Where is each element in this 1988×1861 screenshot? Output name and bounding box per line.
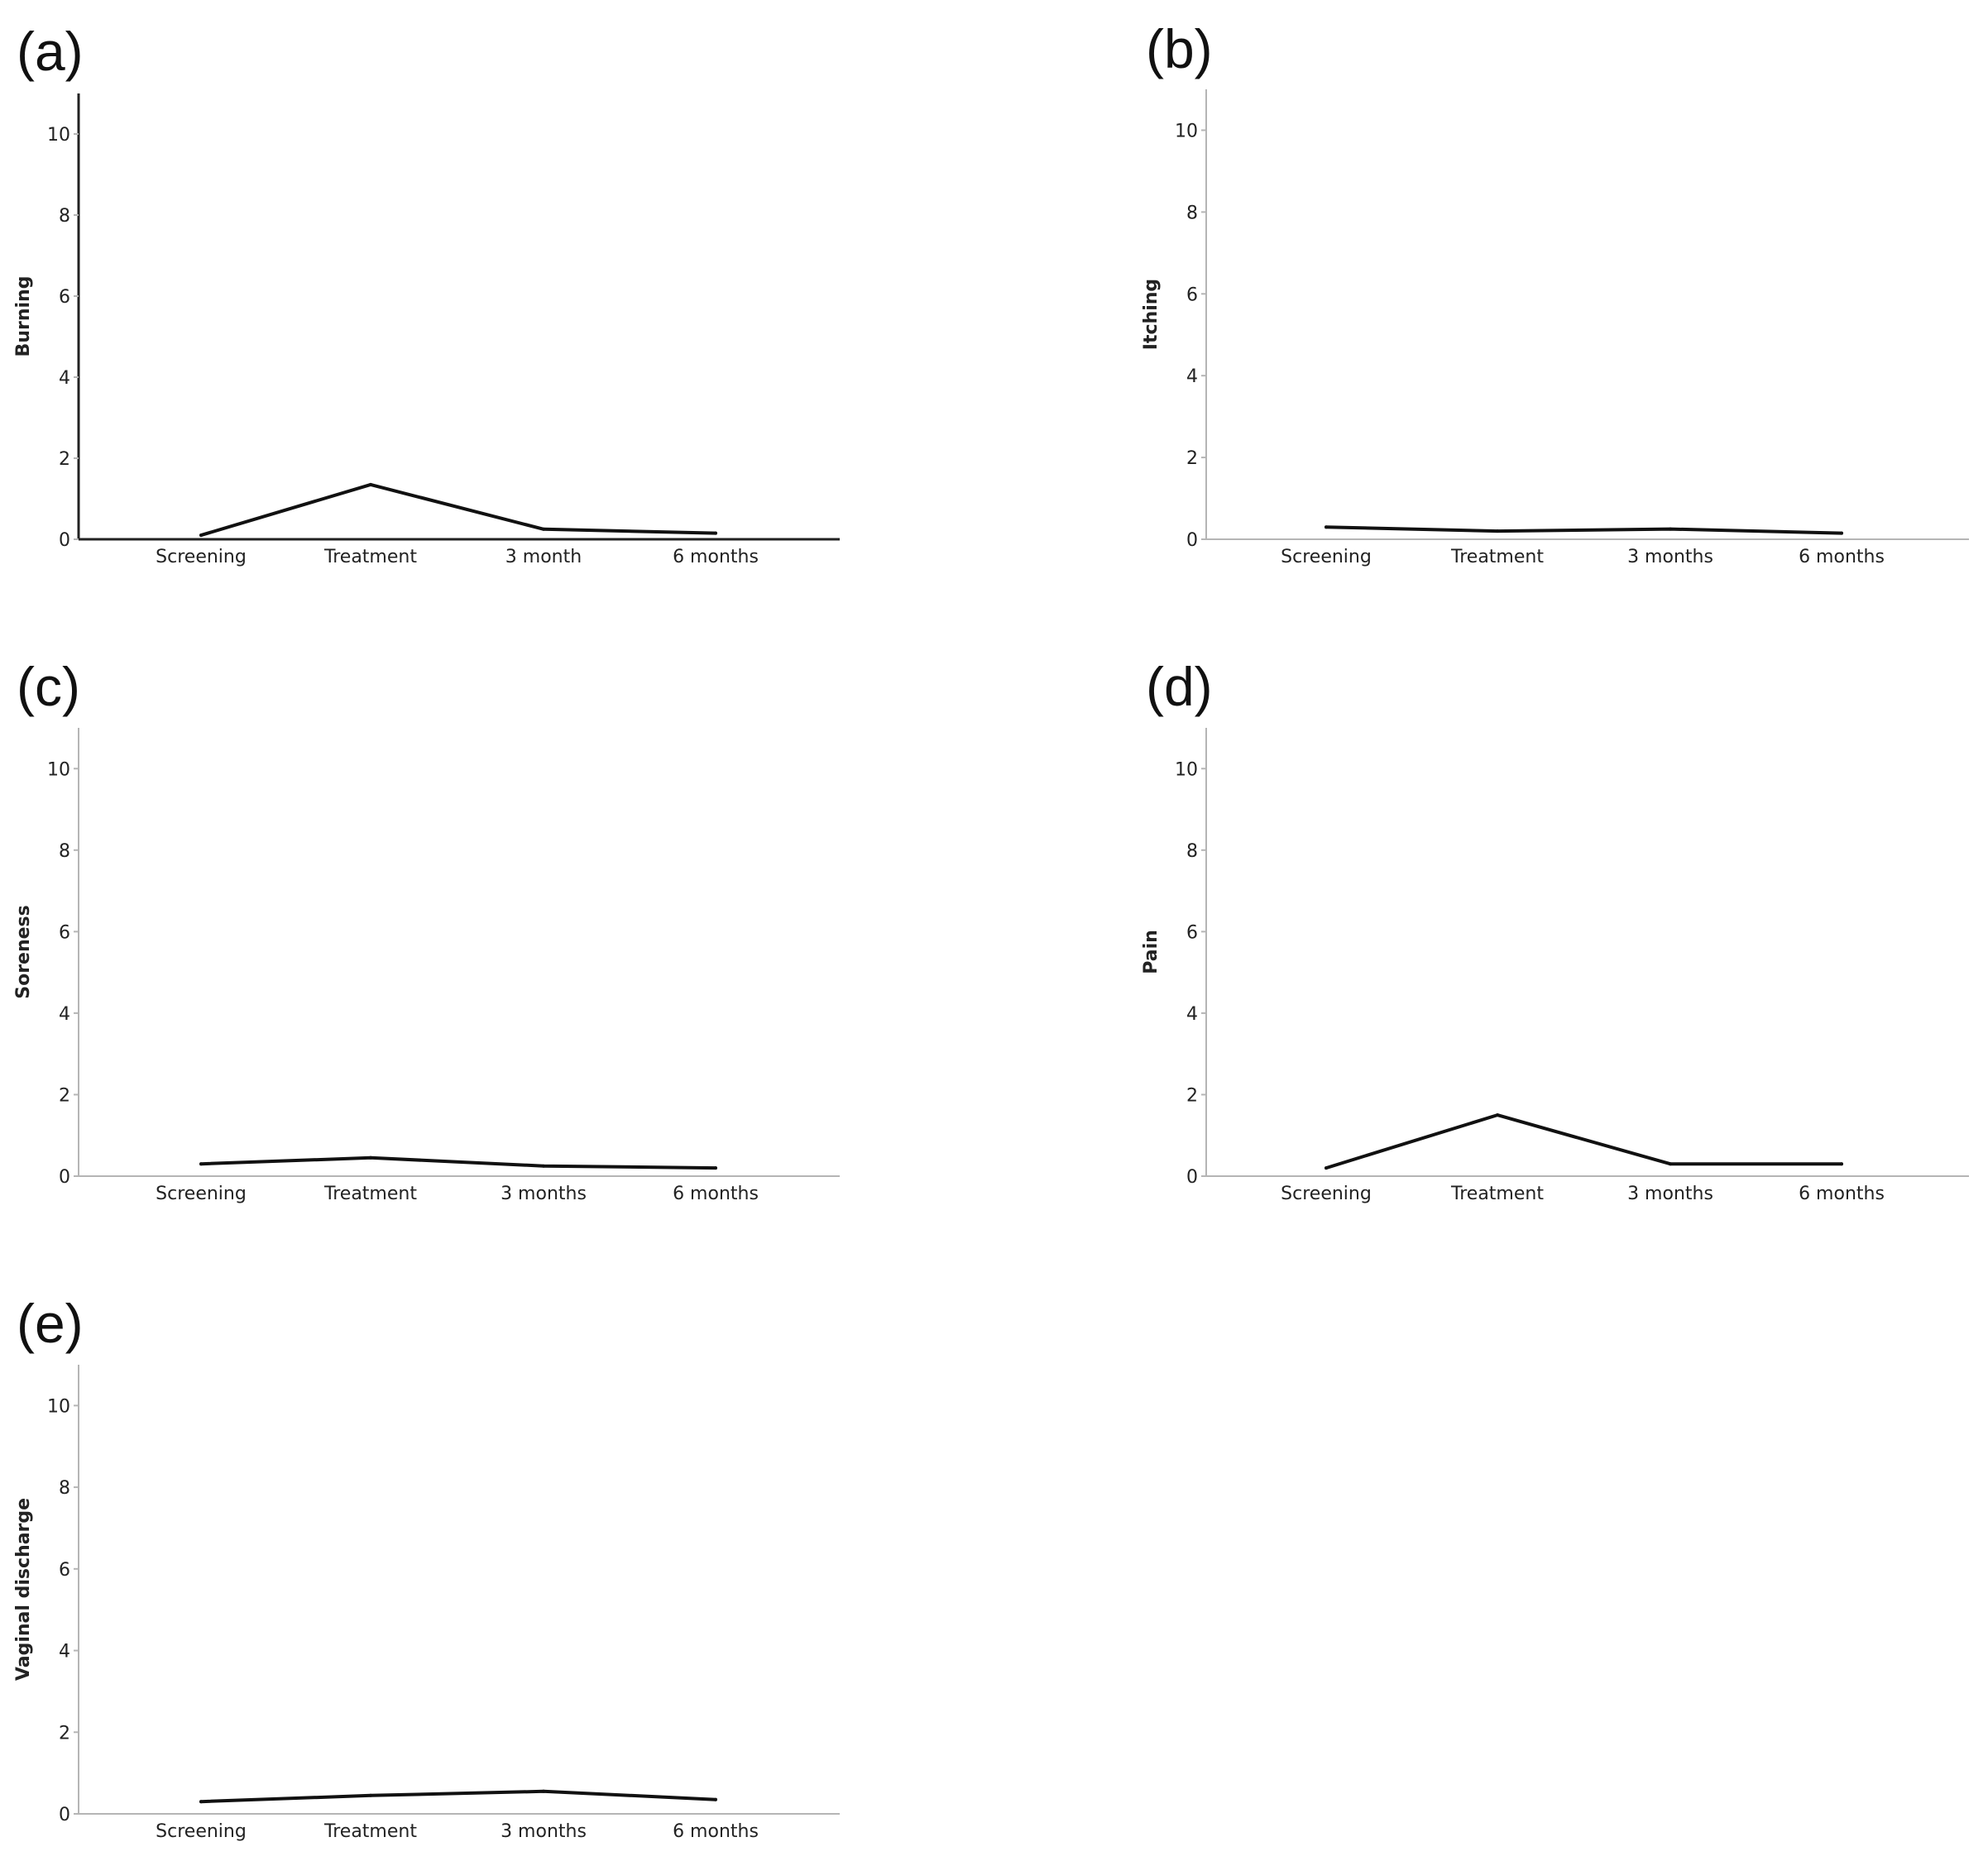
y-tick-label: 10 <box>47 1396 70 1417</box>
x-tick-label: 6 months <box>673 1184 759 1204</box>
x-tick-label: Screening <box>1281 547 1372 567</box>
x-tick-label: Screening <box>156 1821 247 1842</box>
x-tick-label: Screening <box>156 547 247 567</box>
y-tick-label: 4 <box>59 1642 70 1662</box>
x-tick-label: 3 months <box>1627 1184 1713 1204</box>
y-tick-label: 2 <box>59 449 70 470</box>
panel-label: (a) <box>17 21 84 82</box>
data-point <box>542 527 545 531</box>
y-tick-label: 6 <box>59 1560 70 1581</box>
y-tick-label: 8 <box>59 206 70 227</box>
y-tick-label: 10 <box>47 759 70 780</box>
data-point <box>1496 529 1499 533</box>
x-tick-label: 6 months <box>1799 547 1885 567</box>
y-tick-label: 6 <box>59 922 70 943</box>
y-tick-label: 0 <box>59 1805 70 1825</box>
data-point <box>1325 525 1328 529</box>
y-tick-label: 8 <box>59 841 70 862</box>
y-tick-label: 6 <box>1186 922 1198 943</box>
y-tick-label: 8 <box>59 1478 70 1499</box>
y-tick-label: 10 <box>1175 121 1198 141</box>
x-tick-label: 6 months <box>673 547 759 567</box>
y-tick-label: 6 <box>1186 285 1198 305</box>
data-point <box>199 1800 203 1804</box>
data-point <box>714 531 717 535</box>
y-tick-label: 2 <box>59 1085 70 1106</box>
series-line <box>199 1155 717 1170</box>
y-tick-label: 10 <box>1175 759 1198 780</box>
y-axis-title: Pain <box>1141 930 1162 974</box>
data-point <box>714 1797 717 1801</box>
x-tick-label: Treatment <box>323 1821 417 1842</box>
data-point <box>1840 531 1843 535</box>
x-tick-label: Screening <box>156 1184 247 1204</box>
y-axis-title: Itching <box>1141 279 1162 350</box>
data-point <box>199 533 203 538</box>
chart-panel-5: (e) 0 2 4 6 8 10 Vaginal discharge Screening Trea… <box>13 1293 840 1842</box>
y-tick-label: 8 <box>1186 203 1198 223</box>
x-tick-label: 3 months <box>501 1821 587 1842</box>
panel-label: (b) <box>1146 18 1213 79</box>
y-tick-label: 0 <box>1186 530 1198 551</box>
y-tick-label: 6 <box>59 287 70 308</box>
chart-panel-4: (d) 0 2 4 6 8 10 Pain Screening Treatment 3 months… <box>1141 656 1969 1204</box>
x-tick-label: 6 months <box>673 1821 759 1842</box>
y-tick-label: 4 <box>1186 366 1198 387</box>
y-tick-label: 8 <box>1186 841 1198 862</box>
data-point <box>1669 527 1672 531</box>
panel-label: (c) <box>17 656 80 717</box>
data-point <box>199 1162 203 1166</box>
y-tick-label: 0 <box>1186 1167 1198 1188</box>
x-tick-label: 6 months <box>1799 1184 1885 1204</box>
y-axis-title: Soreness <box>13 905 34 999</box>
x-tick-label: 3 months <box>501 1184 587 1204</box>
x-tick-label: 3 months <box>1627 547 1713 567</box>
y-tick-label: 2 <box>59 1723 70 1744</box>
x-tick-label: Treatment <box>1450 547 1544 567</box>
data-point <box>369 1793 372 1797</box>
chart-panel-2: (b) 0 2 4 6 8 10 Itching Screening Treatment 3 mon… <box>1141 18 1969 567</box>
x-tick-label: Treatment <box>1450 1184 1544 1204</box>
x-tick-label: Treatment <box>323 547 417 567</box>
data-point <box>714 1166 717 1170</box>
y-tick-label: 4 <box>59 368 70 389</box>
data-point <box>369 482 372 486</box>
data-point <box>1496 1113 1499 1117</box>
data-point <box>1840 1162 1843 1166</box>
chart-panel-3: (c) 0 2 4 6 8 10 Soreness Screening Treatment 3 mo… <box>13 656 840 1204</box>
x-tick-label: Screening <box>1281 1184 1372 1204</box>
series-line <box>1325 525 1843 535</box>
panel-label: (e) <box>17 1293 84 1354</box>
x-tick-label: Treatment <box>323 1184 417 1204</box>
series-line <box>199 482 717 538</box>
y-tick-label: 0 <box>59 1167 70 1188</box>
y-axis-title: Burning <box>13 276 34 357</box>
data-point <box>542 1789 545 1793</box>
y-tick-label: 10 <box>47 125 70 146</box>
data-point <box>542 1164 545 1168</box>
y-tick-label: 2 <box>1186 448 1198 469</box>
chart-panel-1: (a) 0 2 4 6 8 10 Burning Screening Treatment 3 mon… <box>13 21 840 567</box>
y-tick-label: 2 <box>1186 1085 1198 1106</box>
data-point <box>1669 1162 1672 1166</box>
data-point <box>1325 1166 1328 1170</box>
y-axis-title: Vaginal discharge <box>13 1498 34 1681</box>
series-line <box>199 1789 717 1804</box>
series-line <box>1325 1113 1843 1170</box>
y-tick-label: 0 <box>59 530 70 551</box>
panel-label: (d) <box>1146 656 1213 717</box>
x-tick-label: 3 month <box>505 547 582 567</box>
data-point <box>369 1155 372 1160</box>
y-tick-label: 4 <box>1186 1004 1198 1025</box>
y-tick-label: 4 <box>59 1004 70 1025</box>
